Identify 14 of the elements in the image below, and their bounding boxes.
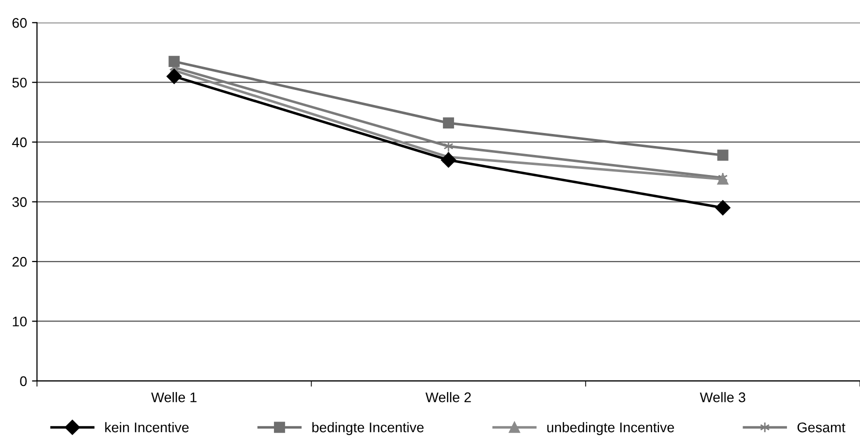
y-tick-label: 30 (12, 197, 27, 207)
legend-label: bedingte Incentive (312, 422, 424, 436)
x-tick-label: Welle 1 (151, 392, 197, 402)
y-tick-label: 0 (20, 376, 27, 386)
y-tick-label: 40 (12, 137, 27, 148)
y-tick-label: 20 (12, 256, 27, 267)
x-tick-label: Welle 3 (700, 392, 746, 402)
legend-label: unbedingte Incentive (547, 422, 674, 436)
y-tick-label: 60 (12, 18, 27, 28)
y-tick-label: 10 (12, 316, 27, 326)
x-tick-label: Welle 2 (426, 392, 471, 402)
legend-label: Gesamt (798, 422, 846, 432)
y-tick-label: 50 (12, 78, 27, 88)
legend-label: kein Incentive (105, 422, 189, 432)
